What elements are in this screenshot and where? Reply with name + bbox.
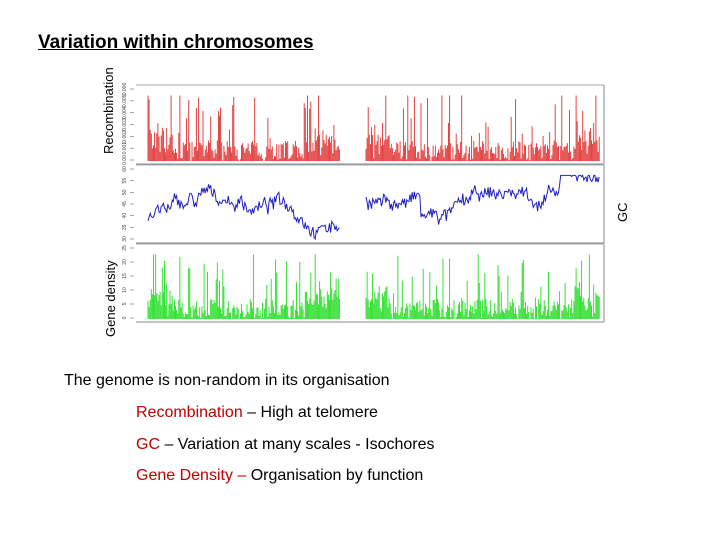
y-tick-label: 0.003 — [122, 118, 128, 131]
gene-density-trace-1 — [365, 254, 600, 319]
y-tick-label: 50 — [122, 189, 128, 195]
recombination-desc: – High at telomere — [242, 404, 378, 421]
y-tick-label: 0.005 — [122, 94, 128, 107]
recombination-trace-1 — [365, 95, 600, 161]
y-tick-label: 0.00 — [122, 155, 128, 165]
y-tick-label: 0.006 — [122, 83, 128, 96]
y-tick-label: 30 — [122, 236, 128, 242]
slide-title: Variation within chromosomes — [38, 32, 314, 53]
y-tick-label: 0.002 — [122, 130, 128, 143]
gene-density-dash: – — [232, 467, 251, 484]
y-tick-label: 40 — [122, 213, 128, 219]
gc-desc: – Variation at many scales - Isochores — [160, 436, 435, 453]
y-tick-label: 0.001 — [122, 142, 128, 155]
y-tick-label: 0 — [122, 316, 128, 319]
y-tick-label: 5 — [122, 302, 128, 305]
y-tick-label: 0.004 — [122, 106, 128, 119]
recombination-trace-0 — [147, 95, 340, 161]
gene-density-desc: Organisation by function — [250, 467, 424, 484]
y-tick-label: 55 — [122, 178, 128, 184]
bullet-recombination: Recombination – High at telomere — [136, 404, 378, 422]
bullet-gc: GC – Variation at many scales - Isochore… — [136, 436, 435, 454]
y-tick-label: 60 — [122, 166, 128, 172]
y-tick-label: 35 — [122, 224, 128, 230]
y-tick-label: 45 — [122, 201, 128, 207]
gc-trace-1 — [365, 174, 600, 225]
recombination-term: Recombination — [136, 404, 243, 421]
bullet-intro: The genome is non-random in its organisa… — [64, 372, 390, 389]
y-tick-label: 15 — [122, 273, 128, 279]
y-tick-label: 20 — [122, 259, 128, 265]
gene-density-term: Gene Density — [136, 467, 233, 484]
y-tick-label: 25 — [122, 245, 128, 251]
gc-trace-0 — [147, 184, 340, 241]
gene-density-trace-0 — [147, 254, 340, 319]
gc-term: GC — [136, 436, 160, 453]
bullet-gene-density: Gene Density – Organisation by function — [136, 467, 423, 485]
y-tick-label: 10 — [122, 287, 128, 293]
